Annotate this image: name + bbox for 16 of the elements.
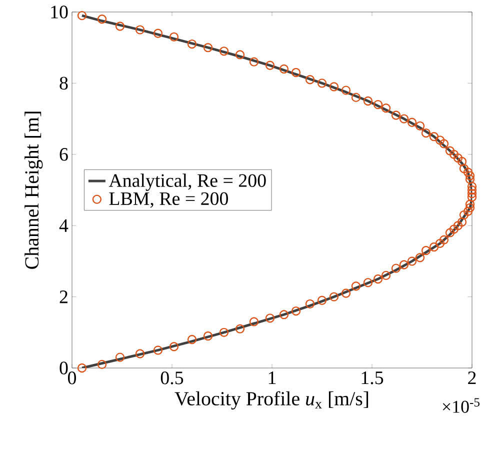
- y-axis-title: Channel Height [m]: [24, 112, 43, 269]
- y-tick-label: 0: [60, 362, 68, 374]
- y-tick-label: 4: [59, 219, 68, 232]
- y-tick-label: 10: [51, 6, 68, 18]
- text: ×10$^{-5}$: [442, 398, 480, 413]
- x-tick-label: 0.5: [160, 372, 184, 384]
- x-axis-title: Velocity Profile u$_{x}$ [m/s]: [174, 391, 368, 410]
- x-tick-label: 0: [68, 372, 76, 384]
- x-tick-label: 1: [268, 372, 276, 384]
- x-tick-label: 1.5: [362, 372, 384, 384]
- y-tick-label: 2: [60, 290, 68, 304]
- x-tick-label: 2: [468, 372, 476, 384]
- y-tick-label: 8: [60, 76, 68, 90]
- legend-label: LBM, Re = 200: [109, 192, 228, 208]
- legend-label: Analytical, Re = 200: [108, 174, 266, 191]
- y-tick-label: 6: [60, 148, 68, 161]
